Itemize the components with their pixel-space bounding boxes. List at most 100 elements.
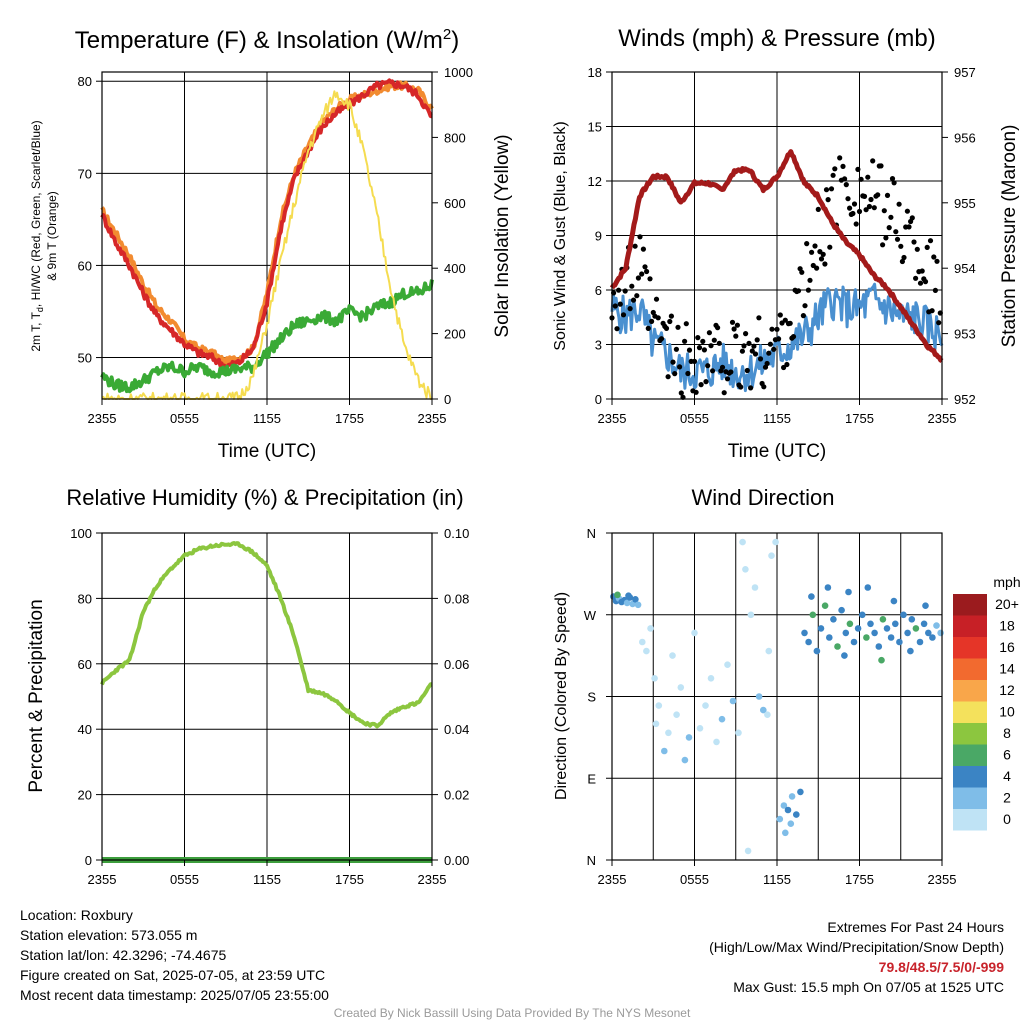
legend-swatch — [953, 658, 987, 680]
direction-point — [892, 620, 899, 628]
direction-point — [846, 620, 854, 628]
y2-axis-label: Station Pressure (Maroon) — [999, 125, 1020, 348]
y2-tick-label: 400 — [444, 261, 466, 276]
gust-point — [898, 243, 904, 249]
gust-point — [731, 326, 737, 332]
direction-point — [755, 693, 763, 700]
direction-point — [713, 738, 720, 746]
direction-point — [702, 702, 709, 709]
x-tick-label: 1155 — [253, 872, 281, 887]
chart-title-close: ) — [451, 27, 459, 54]
gust-point — [818, 256, 825, 262]
gust-point — [814, 265, 820, 271]
legend-swatch — [953, 594, 987, 616]
direction-point — [742, 566, 749, 573]
gust-point — [705, 363, 711, 369]
legend-swatch — [953, 723, 987, 745]
gust-point — [822, 261, 828, 267]
direction-point — [681, 756, 689, 764]
gust-point — [616, 287, 622, 293]
gust-point — [901, 254, 907, 261]
gust-point — [686, 347, 693, 353]
y2-tick-label: 600 — [444, 196, 466, 211]
direction-point — [729, 697, 737, 705]
direction-point — [669, 652, 676, 659]
series-line-wind-speed — [610, 282, 944, 393]
chart-title: Temperature (F) & Insolation (W/m2) — [75, 26, 459, 54]
gust-point — [682, 338, 688, 344]
direction-point — [655, 702, 663, 709]
direction-point — [634, 601, 642, 609]
gust-point — [715, 325, 721, 331]
direction-point — [782, 829, 789, 837]
legend-swatch — [953, 701, 987, 723]
direction-point — [739, 538, 746, 546]
x-tick-label: 0555 — [170, 872, 199, 887]
gust-point — [637, 234, 643, 240]
gust-point — [622, 288, 628, 294]
gust-point — [805, 287, 812, 293]
direction-point — [625, 592, 632, 599]
y-axis-label-part: 2m T, T — [29, 311, 43, 351]
x-axis-label: Time (UTC) — [218, 441, 317, 462]
direction-point — [665, 729, 672, 737]
gust-point — [909, 215, 915, 221]
gust-point — [863, 207, 869, 213]
legend-title: mph — [993, 574, 1020, 590]
direction-point — [929, 634, 936, 641]
x-tick-label: 1155 — [763, 872, 791, 887]
direction-point — [780, 802, 788, 809]
gust-point — [649, 318, 655, 324]
gust-point — [922, 279, 929, 285]
gust-point — [777, 312, 783, 318]
gust-point — [719, 364, 726, 370]
gust-point — [929, 308, 935, 314]
y-tick-label: 80 — [78, 591, 92, 606]
gust-point — [744, 367, 750, 374]
legend-swatch — [953, 615, 987, 637]
gust-point — [693, 389, 699, 395]
gust-point — [825, 197, 831, 203]
gust-point — [617, 301, 623, 307]
gust-point — [668, 313, 675, 319]
gust-point — [632, 243, 638, 249]
gust-point — [629, 283, 635, 289]
gust-point — [782, 317, 788, 323]
gust-point — [891, 180, 897, 186]
gust-point — [875, 192, 881, 198]
gust-point — [931, 254, 937, 260]
x-tick-label: 2355 — [418, 872, 447, 887]
gust-point — [634, 293, 640, 299]
humidity-precip-panel: 0 20 40 60 80 100 0.00 0.02 0.04 0.06 0.08 0.10 2355… — [26, 485, 469, 887]
gust-point — [738, 384, 744, 390]
gust-point — [807, 277, 813, 283]
direction-point — [925, 629, 932, 637]
gust-point — [665, 374, 671, 380]
direction-point — [760, 706, 767, 714]
gust-point — [683, 321, 689, 327]
direction-point — [784, 806, 792, 814]
y2-tick-label: 957 — [954, 65, 976, 80]
direction-point — [765, 647, 773, 655]
direction-point — [864, 584, 872, 591]
gust-point — [739, 348, 746, 354]
gust-point — [861, 193, 868, 199]
y2-tick-label: 955 — [954, 196, 976, 211]
gust-point — [866, 203, 873, 210]
series-line-temp_2m — [100, 78, 433, 372]
gust-point — [756, 315, 762, 321]
y-tick-label: 40 — [78, 722, 92, 737]
gust-point — [784, 361, 790, 368]
gust-point — [696, 345, 703, 351]
y-tick-label: 60 — [78, 657, 92, 672]
gust-point — [653, 296, 660, 302]
direction-point — [809, 611, 817, 619]
gust-point — [612, 303, 618, 309]
gust-point — [761, 384, 767, 390]
direction-point — [691, 629, 698, 637]
legend-swatch — [953, 744, 987, 766]
direction-point — [735, 729, 742, 737]
elevation-text: Station elevation: 573.055 m — [20, 927, 198, 943]
x-tick-label: 0555 — [680, 411, 709, 426]
